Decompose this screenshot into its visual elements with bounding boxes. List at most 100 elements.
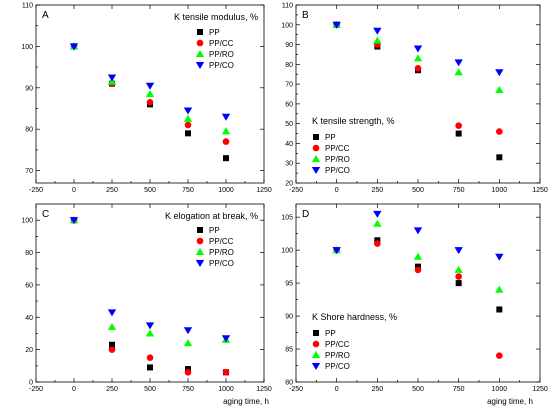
legend-marker: [311, 167, 321, 174]
data-point: [107, 309, 117, 317]
x-tick-label: -250: [29, 187, 43, 194]
data-point: [183, 339, 193, 347]
y-tick-label: 60: [25, 282, 33, 289]
x-tick-label: 500: [144, 386, 156, 393]
data-point: [107, 74, 117, 82]
x-tick-label: 750: [182, 386, 194, 393]
y-tick-label: 85: [285, 347, 293, 354]
series-pp: [333, 237, 503, 313]
x-tick-label: 500: [412, 187, 424, 194]
data-point: [69, 217, 79, 225]
y-tick-label: 110: [22, 3, 33, 10]
legend-label: PP/CC: [209, 39, 234, 48]
legend-label: PP/CO: [325, 362, 350, 371]
x-tick-label: 1250: [256, 386, 272, 393]
y-tick-label: 100: [21, 218, 33, 225]
legend-label: PP/CO: [209, 61, 234, 70]
series-pp-co: [69, 217, 231, 343]
legend-marker: [195, 50, 205, 57]
data-point: [332, 21, 341, 29]
legend-label: PP/RO: [209, 248, 234, 257]
y-tick-label: 90: [25, 85, 33, 92]
y-tick-label: 110: [282, 3, 293, 10]
series-pp-co: [332, 21, 504, 77]
y-tick-label: 40: [25, 315, 33, 322]
series-pp-co: [69, 43, 231, 121]
legend-marker: [312, 340, 320, 348]
legend-marker: [311, 363, 321, 370]
data-point: [223, 155, 229, 162]
data-point: [145, 329, 155, 337]
series-pp-co: [332, 210, 504, 261]
series-pp-ro: [332, 20, 504, 94]
y-tick-label: 90: [285, 42, 293, 49]
series-pp: [333, 21, 503, 161]
legend-marker: [197, 227, 203, 233]
data-point: [221, 127, 231, 135]
legend: PP PP/CC PP/RO PP/CO: [195, 226, 234, 268]
y-tick-label: 20: [285, 181, 293, 188]
y-tick-label: 80: [285, 62, 293, 69]
x-tick-label: 1250: [532, 386, 548, 393]
x-tick-label: 1000: [492, 386, 508, 393]
x-tick-label: 1250: [256, 187, 272, 194]
data-point: [185, 130, 191, 137]
x-tick-label: -250: [289, 386, 303, 393]
data-point: [454, 68, 463, 76]
legend-label: PP/RO: [209, 50, 234, 59]
x-tick-label: 0: [72, 386, 76, 393]
legend-label: PP: [209, 226, 220, 235]
x-tick-label: 0: [72, 187, 76, 194]
data-point: [496, 306, 503, 313]
legend-label: PP/CO: [209, 259, 234, 268]
x-tick-label: 750: [453, 187, 465, 194]
y-tick-label: 80: [25, 127, 33, 134]
y-tick-label: 80: [285, 380, 293, 387]
x-tick-label: 250: [371, 187, 383, 194]
data-point: [373, 210, 382, 218]
x-axis-label-left: aging time, h: [223, 397, 269, 406]
data-point: [373, 219, 382, 227]
data-point: [455, 273, 462, 280]
panel-A: -250 0 250 500 750 1000 1250 70 80 90 100 110 A K ten…: [21, 3, 272, 195]
legend-marker: [196, 237, 204, 245]
legend-label: PP: [325, 329, 336, 338]
y-tick-label: 0: [29, 380, 33, 387]
legend: PP PP/CC PP/RO PP/CO: [311, 133, 350, 175]
y-tick-label: 100: [281, 22, 293, 29]
data-point: [146, 98, 154, 106]
data-point: [183, 327, 193, 335]
y-tick-label: 40: [285, 141, 293, 148]
legend-label: PP/RO: [325, 351, 350, 360]
y-tick-label: 60: [285, 101, 293, 108]
panel-title: K Shore hardness, %: [312, 312, 397, 322]
data-point: [69, 43, 79, 51]
legend-label: PP/CC: [325, 144, 350, 153]
data-point: [221, 335, 231, 343]
data-point: [496, 352, 503, 359]
data-point: [373, 36, 382, 44]
legend-marker: [196, 39, 204, 47]
data-point: [183, 114, 193, 122]
data-point: [413, 45, 423, 53]
x-tick-label: 1000: [218, 386, 234, 393]
legend-marker: [313, 134, 319, 140]
data-point: [184, 368, 192, 376]
y-tick-label: 30: [285, 161, 293, 168]
legend-label: PP/RO: [325, 155, 350, 164]
y-tick-label: 105: [281, 215, 293, 222]
data-point: [145, 322, 155, 330]
panel-title: K tensile modulus, %: [174, 12, 258, 22]
data-point: [332, 247, 341, 255]
legend-label: PP/CC: [209, 237, 234, 246]
panel-title: K tensile strength, %: [312, 116, 395, 126]
series-pp: [71, 217, 229, 376]
data-point: [183, 107, 193, 115]
x-tick-label: 500: [144, 187, 156, 194]
data-point: [146, 354, 154, 362]
y-tick-label: 100: [281, 248, 293, 255]
series-pp-cc: [70, 216, 230, 376]
panel-letter: A: [42, 10, 49, 21]
data-point: [147, 364, 153, 371]
